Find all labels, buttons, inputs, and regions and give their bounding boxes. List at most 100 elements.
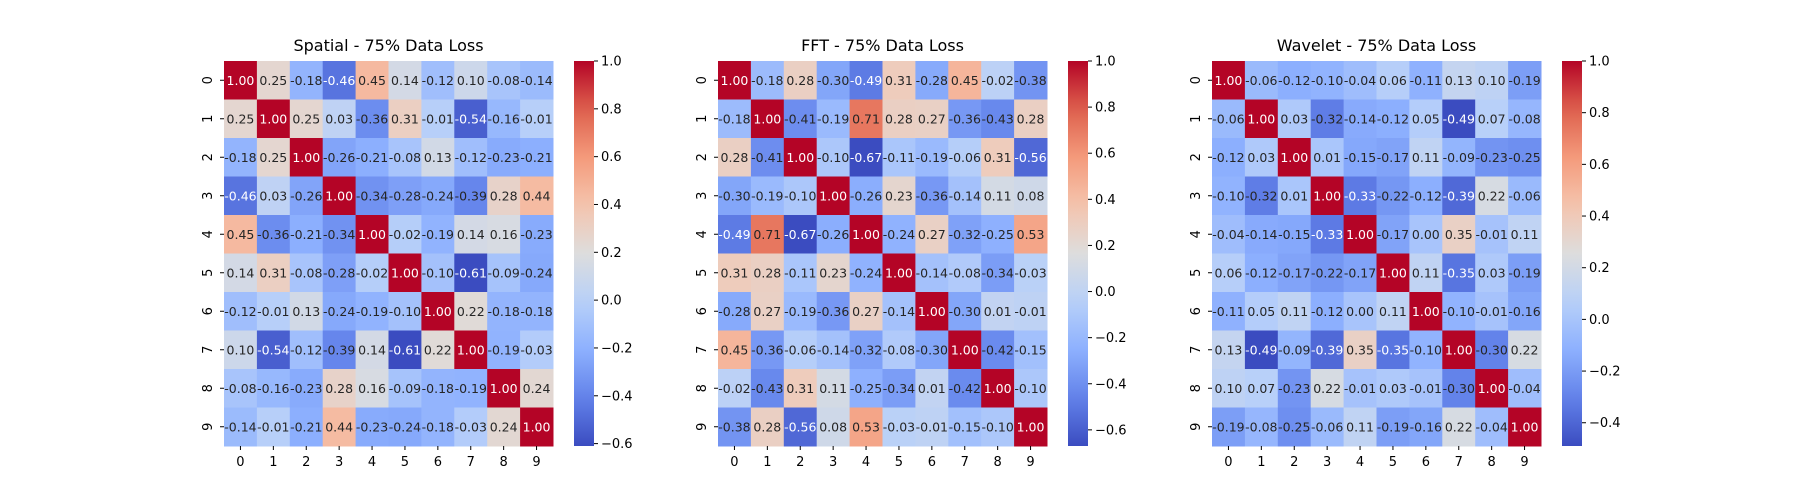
heatmap-cell — [948, 61, 982, 100]
y-tick-label: 7 — [1189, 346, 1204, 354]
y-tick-label: 9 — [201, 423, 216, 431]
colorbar-tick-label: 0.2 — [1589, 261, 1610, 276]
cell-label: 0.25 — [227, 111, 255, 126]
cell-label: 0.35 — [1346, 342, 1374, 357]
cell-label: -0.01 — [257, 419, 289, 434]
heatmap-cell — [1508, 215, 1542, 254]
cell-label: 0.44 — [325, 419, 353, 434]
heatmap-cell — [322, 176, 357, 216]
cell-label: -0.18 — [718, 111, 750, 126]
heatmap-cell — [1475, 407, 1509, 447]
heatmap-cell — [1310, 330, 1345, 370]
colorbar-tick-label: 0.8 — [1095, 101, 1116, 116]
heatmap-cell — [1442, 176, 1476, 216]
heatmap-cell — [1475, 369, 1509, 408]
heatmap-cell — [948, 176, 982, 216]
cell-label: -0.14 — [916, 265, 948, 280]
heatmap-cell — [1014, 253, 1048, 293]
heatmap-cell — [816, 253, 851, 293]
cell-label: 0.28 — [1017, 111, 1045, 126]
heatmap-cell — [1014, 61, 1048, 100]
cell-label: -0.15 — [949, 419, 981, 434]
cell-label: 0.27 — [852, 304, 880, 319]
cell-label: -0.26 — [290, 188, 322, 203]
y-tick-label: 8 — [201, 384, 216, 392]
heatmap-cell — [1212, 407, 1246, 447]
cell-label: -0.24 — [850, 265, 882, 280]
cell-label: -0.17 — [1344, 265, 1376, 280]
cell-label: 0.31 — [721, 265, 749, 280]
heatmap-cell — [1343, 407, 1377, 447]
heatmap-cell — [849, 215, 883, 254]
cell-label: 1.00 — [1478, 381, 1506, 396]
cell-label: -0.22 — [1377, 188, 1409, 203]
heatmap-cell — [1442, 369, 1476, 408]
cell-label: 0.01 — [918, 381, 946, 396]
cell-label: 0.11 — [1379, 304, 1407, 319]
cell-label: -0.08 — [1245, 419, 1277, 434]
cell-label: -0.02 — [356, 265, 388, 280]
colorbar — [1068, 61, 1088, 446]
cell-label: 0.31 — [391, 111, 419, 126]
cell-label: 0.22 — [457, 304, 485, 319]
heatmap-cell — [355, 61, 389, 100]
heatmap-cell — [289, 61, 324, 100]
cell-label: -0.10 — [817, 150, 849, 165]
heatmap-cell — [1442, 292, 1476, 331]
heatmap-cell — [487, 292, 521, 331]
heatmap-cell — [1475, 99, 1509, 139]
cell-label: 0.10 — [457, 73, 485, 88]
heatmap-cell — [1376, 138, 1410, 177]
cell-label: 1.00 — [885, 265, 913, 280]
heatmap-cell — [981, 407, 1015, 447]
cell-label: -0.12 — [1278, 73, 1310, 88]
heatmap-cell — [1508, 138, 1542, 177]
cell-label: -0.18 — [422, 419, 454, 434]
cell-label: 0.27 — [918, 227, 946, 242]
x-tick-label: 1 — [269, 455, 277, 470]
heatmap-cell — [224, 407, 258, 447]
heatmap-cell — [1508, 253, 1542, 293]
heatmap-cell — [289, 215, 324, 254]
cell-label: -0.04 — [1475, 419, 1507, 434]
cell-label: 0.28 — [753, 265, 781, 280]
cell-label: -0.25 — [1508, 150, 1540, 165]
cell-label: 0.11 — [819, 381, 847, 396]
cell-label: -0.61 — [455, 265, 487, 280]
cell-label: 0.31 — [885, 73, 913, 88]
heatmap-cell — [421, 215, 455, 254]
cell-label: 1.00 — [852, 227, 880, 242]
heatmap-cell — [256, 215, 291, 254]
heatmap-cell — [355, 176, 389, 216]
heatmap-cell — [487, 176, 521, 216]
cell-label: -0.10 — [1410, 342, 1442, 357]
heatmap-cell — [224, 330, 258, 370]
heatmap-cell — [849, 138, 883, 177]
cell-label: -0.43 — [981, 111, 1013, 126]
heatmap-cell — [322, 369, 357, 408]
heatmap-cell — [1277, 99, 1312, 139]
heatmap-cell — [1376, 61, 1410, 100]
cell-label: -0.12 — [1245, 265, 1277, 280]
cell-label: 0.06 — [1379, 73, 1407, 88]
heatmap-cell — [718, 99, 752, 139]
cell-label: -0.10 — [1443, 304, 1475, 319]
heatmap-cell — [1014, 407, 1048, 447]
cell-label: -0.06 — [1245, 73, 1277, 88]
heatmap-cell — [718, 292, 752, 331]
cell-label: -0.36 — [356, 111, 388, 126]
cell-label: -0.06 — [1508, 188, 1540, 203]
heatmap-cell — [1508, 99, 1542, 139]
cell-label: -0.19 — [1508, 265, 1540, 280]
heatmap-cell — [1376, 176, 1410, 216]
y-tick-label: 3 — [201, 192, 216, 200]
cell-label: 0.03 — [1478, 265, 1506, 280]
heatmap-cell — [1508, 330, 1542, 370]
heatmap-cell — [1310, 253, 1345, 293]
cell-label: 0.11 — [1412, 265, 1440, 280]
cell-label: 0.08 — [1017, 188, 1045, 203]
y-tick-label: 6 — [201, 307, 216, 315]
heatmap-cell — [981, 253, 1015, 293]
cell-label: 1.00 — [523, 419, 551, 434]
